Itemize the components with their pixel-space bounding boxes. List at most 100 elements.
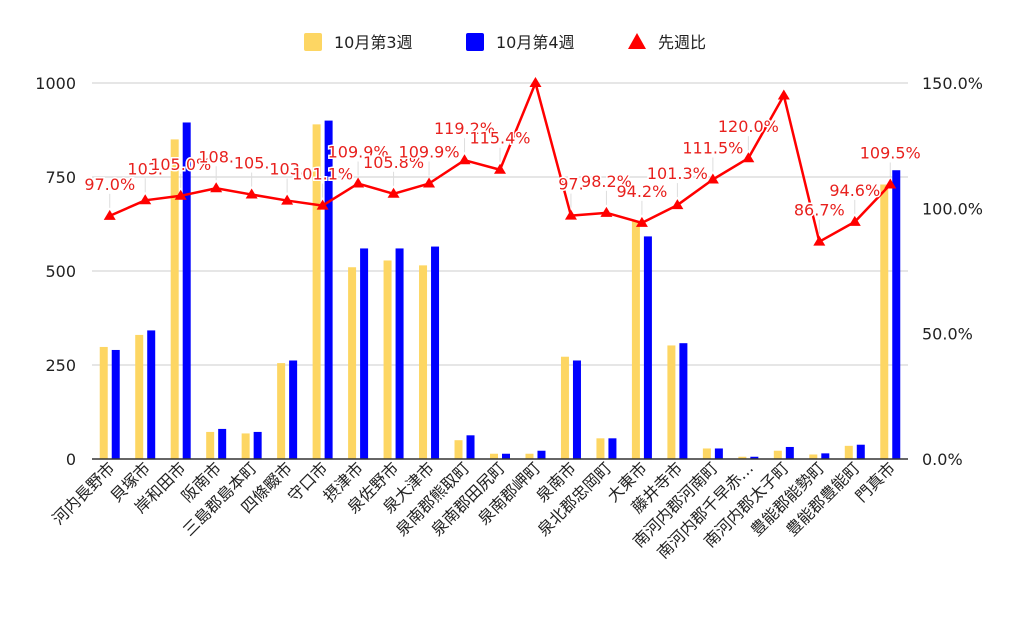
ratio-marker [281,194,294,205]
ratio-data-label: 109.9% [328,143,389,162]
bar-week3 [809,454,818,459]
ratio-marker [600,206,613,217]
bar-week3 [631,221,640,459]
ratio-data-label: 111.5% [682,139,743,158]
bar-week4 [502,453,510,459]
bar-week4 [679,343,688,459]
ratio-marker [706,173,719,184]
ratio-marker [813,235,826,246]
ratio-data-label: 94.6% [829,181,880,200]
bar-week3 [206,431,215,459]
ratio-data-label: 97. [558,175,583,194]
legend-swatch-bar [466,33,484,51]
bar-week3 [348,267,357,459]
bar-week4 [182,122,191,459]
y-left-tick-label: 250 [45,356,76,375]
ratio-data-label: 103. [269,160,305,179]
ratio-data-label: 94.2% [616,182,667,201]
ratio-marker [884,178,897,189]
bar-week4 [395,248,404,459]
ratio-marker [529,77,542,87]
ratio-marker [139,194,152,205]
ratio-data-label: 105.0% [150,155,211,174]
y-left-tick-label: 0 [66,450,76,469]
bar-week4 [856,444,865,459]
bar-week3 [454,440,463,459]
bar-week3 [738,456,747,459]
bar-week3 [560,356,569,459]
bar-week4 [218,428,227,459]
bar-week3 [773,450,782,459]
bar-week4 [289,360,298,459]
y-left-tick-label: 750 [45,168,76,187]
ratio-data-label: 109.5% [860,144,921,163]
y-right-tick-label: 100.0% [922,199,983,218]
ratio-data-label: 98.2% [581,172,632,191]
ratio-marker [494,163,506,174]
legend-swatch-line [628,33,646,49]
bar-week4 [643,236,652,459]
legend-swatch-bar [304,33,322,51]
ratio-data-label: 86.7% [794,201,845,220]
bar-week3 [312,124,321,460]
ratio-data-label: 103. [127,159,163,178]
y-left-tick-label: 500 [45,262,76,281]
bar-week4 [111,349,120,459]
legend-label: 10月第4週 [496,33,575,52]
bar-week4 [572,360,581,459]
legend-label: 10月第3週 [334,33,413,52]
bar-week4 [750,456,759,459]
ratio-marker [777,89,790,100]
bar-week4 [324,120,333,459]
bar-week4 [253,431,262,459]
bar-week4 [431,246,440,459]
ratio-marker [387,187,400,198]
ratio-marker [352,177,365,188]
bar-week4 [537,450,546,459]
bar-week3 [419,265,428,459]
bar-week4 [466,435,475,459]
y-left-tick-label: 1000 [35,74,76,93]
bar-week3 [596,438,605,459]
bar-week3 [667,345,676,459]
ratio-marker [316,199,329,210]
bar-week4 [892,170,901,459]
ratio-data-label: 101.1% [292,165,353,184]
bar-week3 [383,260,392,459]
x-category-label: 門真市 [852,458,899,505]
bar-week3 [702,448,711,459]
bar-week4 [608,438,617,459]
ratio-marker [423,177,436,188]
ratio-marker [210,182,223,193]
bar-week4 [714,448,723,459]
bar-week3 [99,346,108,459]
ratio-marker [458,154,471,165]
bar-week4 [785,446,794,459]
ratio-data-label: 119.2% [434,119,495,138]
ratio-marker [103,209,116,220]
y-right-tick-label: 150.0% [922,74,983,93]
ratio-data-label: 105.8% [363,153,424,172]
x-category-label: 守口市 [284,458,331,505]
y-right-tick-label: 50.0% [922,325,973,344]
ratio-data-label: 109.9% [399,143,460,162]
ratio-marker [671,199,684,210]
bar-week3 [135,334,144,459]
y-right-tick-label: 0.0% [922,450,963,469]
ratio-data-label: 115.4% [469,129,530,148]
ratio-marker [742,152,755,163]
ratio-marker [564,209,577,220]
ratio-data-label: 120.0% [718,117,779,136]
ratio-marker [635,216,648,227]
bar-week4 [147,330,156,459]
bar-week3 [241,433,250,459]
bar-week4 [360,248,369,459]
bar-week3 [844,445,853,459]
bar-week3 [277,363,286,459]
ratio-data-label: 105. [234,154,270,173]
ratio-data-label: 97.0% [84,175,135,194]
legend-label: 先週比 [658,33,706,52]
ratio-marker [848,215,861,226]
